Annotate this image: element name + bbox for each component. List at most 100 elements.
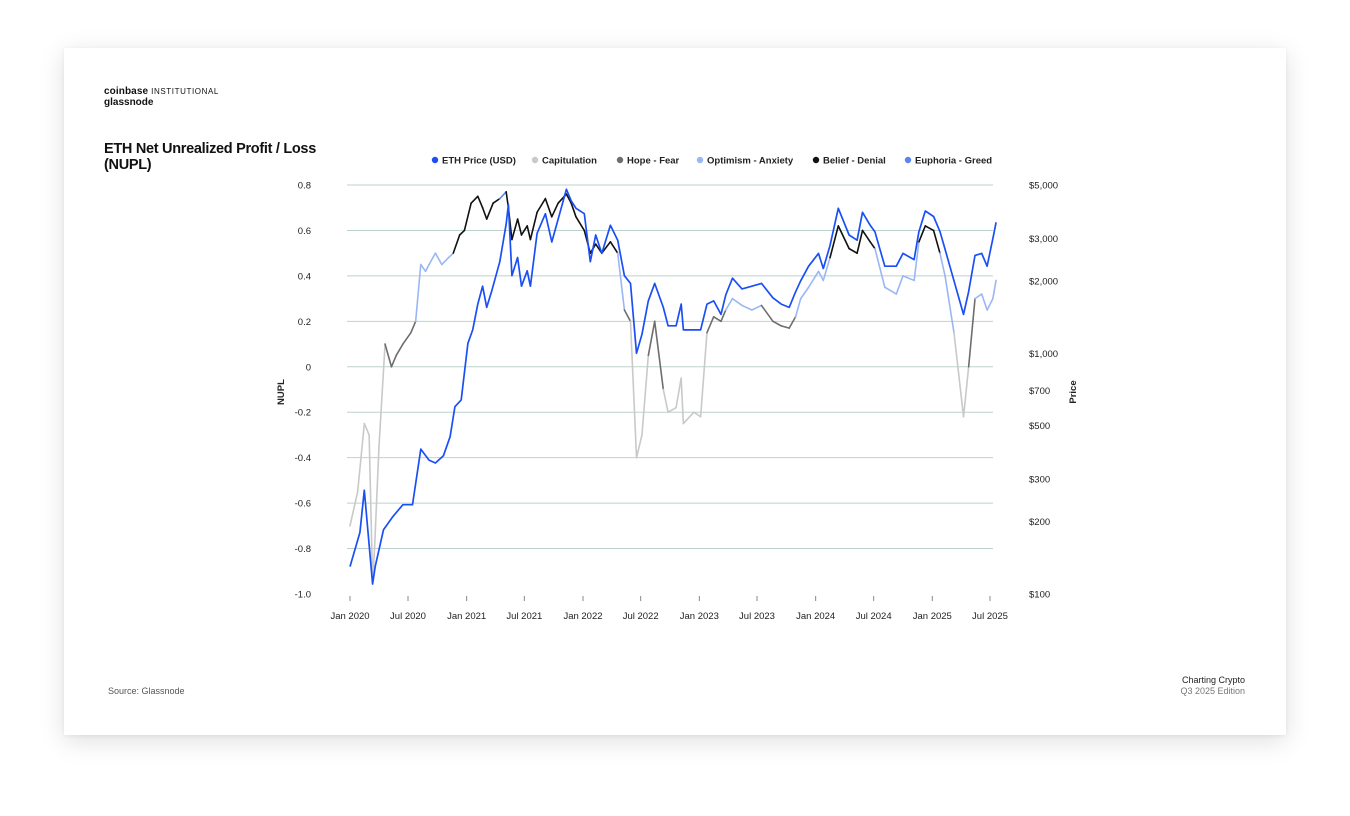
y-left-tick-label: -1.0: [295, 590, 311, 601]
edition-title: Charting Crypto: [1181, 675, 1245, 685]
y-left-tick-label: -0.6: [295, 499, 311, 510]
legend-label: Euphoria - Greed: [915, 156, 992, 167]
y-left-tick-label: 0.6: [298, 226, 311, 237]
report-card: [64, 48, 1286, 735]
nupl-segment: [788, 315, 797, 329]
nupl-segment: [565, 193, 572, 204]
nupl-segment: [706, 315, 715, 334]
nupl-segment: [772, 320, 783, 327]
nupl-segment: [536, 197, 547, 214]
nupl-segment: [662, 388, 669, 414]
x-tick-label: Jan 2023: [680, 611, 719, 622]
nupl-segment: [720, 309, 727, 323]
nupl-segment: [731, 297, 743, 307]
x-tick-label: Jan 2021: [447, 611, 486, 622]
nupl-segment: [635, 434, 643, 459]
nupl-segment: [623, 309, 632, 323]
nupl-segment: [869, 241, 876, 250]
nupl-segment: [616, 252, 626, 311]
x-tick-label: Jan 2025: [913, 611, 952, 622]
nupl-segment: [861, 229, 871, 243]
nupl-segment: [511, 218, 519, 241]
nupl-segment: [485, 202, 494, 220]
legend-marker: [431, 156, 439, 164]
nupl-segment: [992, 279, 997, 300]
nupl-segment: [349, 490, 359, 527]
nupl-segment: [856, 229, 864, 254]
y-left-tick-label: 0.8: [298, 181, 311, 192]
nupl-segment: [428, 252, 437, 266]
x-tick-label: Jul 2021: [506, 611, 542, 622]
legend-label: Capitulation: [542, 156, 597, 167]
nupl-segment: [974, 293, 983, 300]
nupl-segment: [414, 263, 422, 323]
nupl-segment: [837, 225, 850, 250]
nupl-segment: [799, 286, 810, 300]
y-right-tick-label: $200: [1029, 517, 1050, 528]
nupl-segment: [575, 216, 586, 232]
y-left-tick-label: 0: [306, 362, 311, 373]
nupl-segment: [402, 331, 412, 345]
nupl-segment: [463, 202, 472, 232]
nupl-segment: [902, 275, 915, 282]
nupl-segment: [741, 304, 753, 311]
nupl-segment: [526, 225, 532, 241]
nupl-segment: [395, 343, 404, 357]
y-left-tick-label: -0.2: [295, 408, 311, 419]
chart-title: ETH Net Unrealized Profit / Loss (NUPL): [104, 141, 316, 173]
legend-marker: [531, 156, 539, 164]
nupl-segment: [895, 275, 904, 295]
nupl-segment: [967, 297, 976, 368]
nupl-segment: [458, 229, 466, 236]
legend-marker: [696, 156, 704, 164]
nupl-segment: [434, 252, 443, 266]
y-right-tick-label: $300: [1029, 475, 1050, 486]
nupl-segment: [918, 225, 927, 243]
nupl-segment: [410, 320, 417, 334]
y-left-tick-label: 0.2: [298, 317, 311, 328]
nupl-segment: [980, 293, 988, 311]
y-left-axis-title: NUPL: [276, 379, 287, 405]
nupl-segment: [932, 229, 941, 254]
nupl-segment: [667, 406, 677, 414]
x-tick-label: Jul 2025: [972, 611, 1008, 622]
nupl-segment: [447, 252, 455, 259]
nupl-segment: [682, 411, 695, 425]
nupl-segment: [356, 422, 366, 493]
y-right-tick-label: $500: [1029, 421, 1050, 432]
x-tick-label: Jul 2023: [739, 611, 775, 622]
legend-marker: [616, 156, 624, 164]
nupl-segment: [699, 331, 708, 418]
brand-institutional: INSTITUTIONAL: [151, 87, 219, 96]
nupl-segment: [780, 325, 791, 329]
x-tick-label: Jul 2024: [856, 611, 892, 622]
x-tick-label: Jan 2024: [796, 611, 835, 622]
nupl-segment: [641, 354, 650, 436]
nupl-segment: [817, 270, 825, 282]
nupl-segment: [481, 206, 488, 220]
nupl-segment: [986, 297, 994, 311]
nupl-segment: [499, 191, 507, 200]
brand-glassnode: glassnode: [104, 97, 154, 108]
nupl-segment: [760, 304, 774, 323]
nupl-segment: [829, 225, 840, 259]
y-right-tick-label: $700: [1029, 386, 1050, 397]
y-right-tick-label: $5,000: [1029, 181, 1058, 192]
y-right-axis-title: Price: [1068, 380, 1079, 403]
nupl-segment: [440, 256, 450, 266]
nupl-segment: [570, 202, 577, 218]
nupl-segment: [609, 241, 619, 254]
x-tick-label: Jan 2020: [330, 611, 369, 622]
y-right-tick-label: $3,000: [1029, 234, 1058, 245]
nupl-segment: [520, 225, 529, 236]
nupl-segment: [675, 377, 682, 409]
nupl-segment: [653, 320, 665, 391]
nupl-segment: [680, 377, 685, 425]
edition-subtitle: Q3 2025 Edition: [1180, 686, 1245, 696]
nupl-segment: [419, 263, 427, 273]
legend-label: Optimism - Anxiety: [707, 156, 794, 167]
legend-marker: [812, 156, 820, 164]
nupl-segment: [390, 354, 398, 368]
nupl-segment: [477, 195, 484, 209]
